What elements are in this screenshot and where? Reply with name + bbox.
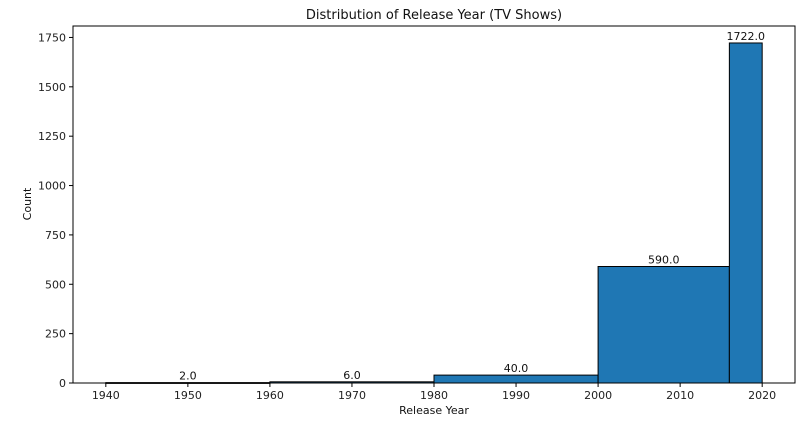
bar-value-label: 590.0 — [648, 254, 680, 267]
y-axis-label: Count — [21, 187, 34, 220]
x-axis-label: Release Year — [399, 404, 469, 417]
y-tick-label: 1750 — [38, 31, 66, 44]
y-tick-label: 500 — [45, 278, 66, 291]
x-tick-label: 1940 — [92, 389, 120, 402]
plot-area: 2.0 6.0 40.0 590.0 1722.0 1940 1950 1960 1970 198… — [38, 25, 796, 402]
chart-title: Distribution of Release Year (TV Shows) — [306, 8, 562, 23]
x-tick-label: 1980 — [420, 389, 448, 402]
x-tick-label: 2010 — [666, 389, 694, 402]
y-tick-label: 750 — [45, 229, 66, 242]
x-tick-label: 2000 — [584, 389, 612, 402]
y-tick-label: 1000 — [38, 180, 66, 193]
histogram-bar — [728, 42, 763, 384]
y-tick-label: 1250 — [38, 130, 66, 143]
x-tick-label: 1990 — [502, 389, 530, 402]
bar-value-label: 6.0 — [343, 369, 361, 382]
bar-value-label: 1722.0 — [727, 30, 766, 43]
y-tick-label: 250 — [45, 328, 66, 341]
x-tick-label: 2020 — [748, 389, 776, 402]
x-tick-label: 1950 — [174, 389, 202, 402]
bar-value-label: 2.0 — [179, 370, 197, 383]
y-tick-label: 1500 — [38, 81, 66, 94]
x-tick-label: 1960 — [256, 389, 284, 402]
bar-value-label: 40.0 — [504, 362, 529, 375]
histogram-bar — [433, 374, 599, 384]
y-tick-label: 0 — [59, 377, 66, 390]
x-tick-label: 1970 — [338, 389, 366, 402]
histogram-bar — [597, 266, 730, 384]
